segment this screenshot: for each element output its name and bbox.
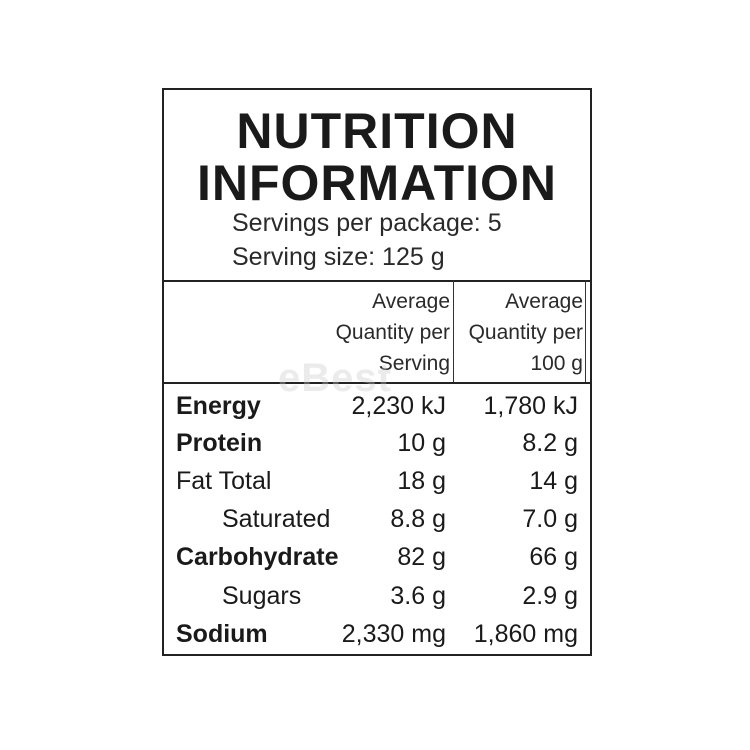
nutrient-row-fat-total: Fat Total 18 g 14 g — [164, 462, 590, 500]
nutrient-label: Protein — [176, 429, 263, 457]
watermark: eBest — [278, 356, 392, 400]
column-header-line: Average — [372, 290, 450, 313]
column-divider-2 — [585, 280, 586, 382]
per-100g-value: 1,860 mg — [473, 620, 578, 648]
nutrient-row-protein: Protein 10 g 8.2 g — [164, 424, 590, 462]
per-100g-value: 66 g — [529, 543, 578, 571]
column-header-line: 100 g — [530, 352, 583, 375]
per-serving-value: 8.8 g — [390, 505, 446, 533]
column-header-per-100g: Average Quantity per 100 g — [469, 286, 583, 379]
nutrient-label: Energy — [176, 392, 261, 420]
per-serving-value: 10 g — [397, 429, 446, 457]
column-header-line: Serving — [378, 352, 450, 375]
column-divider-1 — [453, 280, 454, 382]
panel-title-line1: NUTRITION — [236, 103, 518, 159]
serving-size: Serving size: 125 g — [232, 243, 445, 271]
per-serving-value: 18 g — [397, 467, 446, 495]
nutrient-label: Sodium — [176, 620, 268, 648]
table-divider — [164, 382, 590, 384]
per-100g-value: 14 g — [529, 467, 578, 495]
nutrient-label: Fat Total — [176, 467, 272, 495]
nutrient-row-energy: Energy 2,230 kJ 1,780 kJ — [164, 387, 590, 425]
per-100g-value: 8.2 g — [522, 429, 578, 457]
per-serving-value: 2,230 kJ — [351, 392, 446, 420]
nutrient-label: Sugars — [222, 582, 302, 610]
per-serving-value: 2,330 mg — [341, 620, 446, 648]
header-divider — [164, 280, 590, 282]
nutrient-label: Saturated — [222, 505, 331, 533]
nutrient-row-sodium: Sodium 2,330 mg 1,860 mg — [164, 615, 590, 653]
per-100g-value: 2.9 g — [522, 582, 578, 610]
column-header-line: Quantity per — [468, 321, 583, 344]
per-100g-value: 7.0 g — [522, 505, 578, 533]
nutrient-row-sugars: Sugars 3.6 g 2.9 g — [164, 577, 590, 615]
column-header-line: Quantity per — [335, 321, 450, 344]
column-header-per-serving: Average Quantity per Serving — [336, 286, 450, 379]
nutrient-row-carbohydrate: Carbohydrate 82 g 66 g — [164, 538, 590, 576]
nutrient-row-saturated: Saturated 8.8 g 7.0 g — [164, 500, 590, 538]
nutrition-panel: NUTRITION INFORMATION Servings per packa… — [162, 88, 592, 656]
nutrient-label: Carbohydrate — [176, 543, 339, 571]
per-serving-value: 82 g — [397, 543, 446, 571]
per-serving-value: 3.6 g — [390, 582, 446, 610]
servings-per-package: Servings per package: 5 — [232, 209, 502, 237]
panel-title-line2: INFORMATION — [196, 155, 558, 211]
per-100g-value: 1,780 kJ — [483, 392, 578, 420]
column-header-line: Average — [505, 290, 583, 313]
